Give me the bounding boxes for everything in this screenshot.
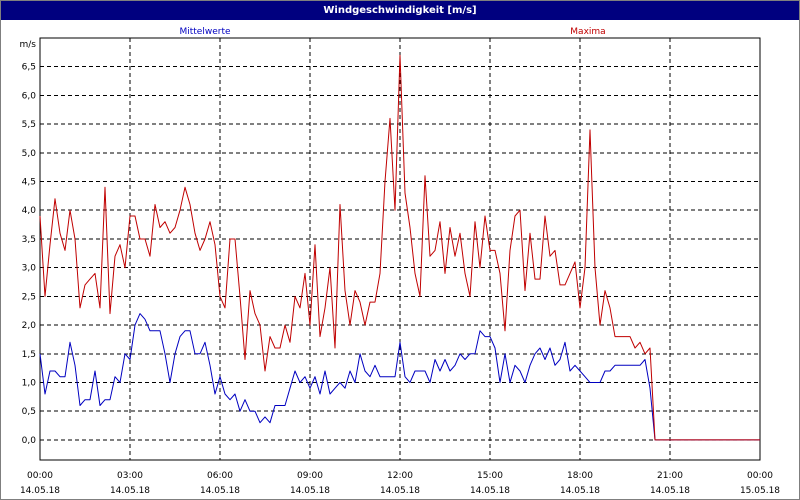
x-tick-date: 14.05.18 (110, 486, 150, 496)
y-tick-label: 6,5 (22, 63, 36, 73)
x-tick-label: 18:00 (567, 471, 593, 481)
y-tick-label: 2,0 (22, 321, 37, 331)
x-tick-label: 06:00 (207, 471, 233, 481)
series-group (39, 54, 760, 441)
x-tick-date: 14.05.18 (200, 486, 240, 496)
y-tick-label: 1,5 (22, 350, 36, 360)
y-tick-label: 3,0 (22, 264, 37, 274)
y-tick-label: 5,5 (22, 120, 36, 130)
plot-area (39, 37, 761, 461)
x-tick-label: 15:00 (477, 471, 503, 481)
y-tick-label: 5,0 (22, 149, 37, 159)
x-tick-date: 14.05.18 (560, 486, 600, 496)
x-tick-label: 00:00 (747, 471, 773, 481)
y-tick-label: 4,5 (22, 178, 36, 188)
x-tick-label: 12:00 (387, 471, 413, 481)
x-tick-date: 14.05.18 (380, 486, 420, 496)
x-tick-date: 14.05.18 (470, 486, 510, 496)
legend-maxima: Maxima (570, 27, 605, 37)
y-tick-label: 4,0 (22, 206, 37, 216)
series-line-maxima (39, 54, 760, 441)
legend-mittelwerte: Mittelwerte (179, 27, 230, 37)
x-tick-label: 00:00 (27, 471, 53, 481)
series-line-mittelwerte (39, 313, 760, 441)
y-tick-label: 2,5 (22, 292, 36, 302)
axis-labels: 0,0 0,5 1,0 1,5 2,0 2,5 3,0 3,5 4,0 4,5 5,0 5,5 6,0 6… (20, 27, 781, 496)
y-tick-label: 1,0 (22, 378, 37, 388)
y-axis-label: m/s (20, 40, 37, 50)
x-tick-date: 14.05.18 (650, 486, 690, 496)
y-tick-label: 0,5 (22, 407, 36, 417)
y-tick-label: 3,5 (22, 235, 36, 245)
x-tick-date: 14.05.18 (290, 486, 330, 496)
x-tick-date: 14.05.18 (20, 486, 60, 496)
x-tick-label: 21:00 (657, 471, 683, 481)
x-tick-label: 03:00 (117, 471, 143, 481)
chart-title: Windgeschwindigkeit [m/s] (1, 1, 799, 20)
axes (39, 37, 761, 461)
y-tick-label: 0,0 (22, 436, 37, 446)
y-tick-label: 6,0 (22, 91, 37, 101)
x-tick-label: 09:00 (297, 471, 323, 481)
x-tick-date: 15.05.18 (740, 486, 780, 496)
grid (40, 38, 760, 460)
